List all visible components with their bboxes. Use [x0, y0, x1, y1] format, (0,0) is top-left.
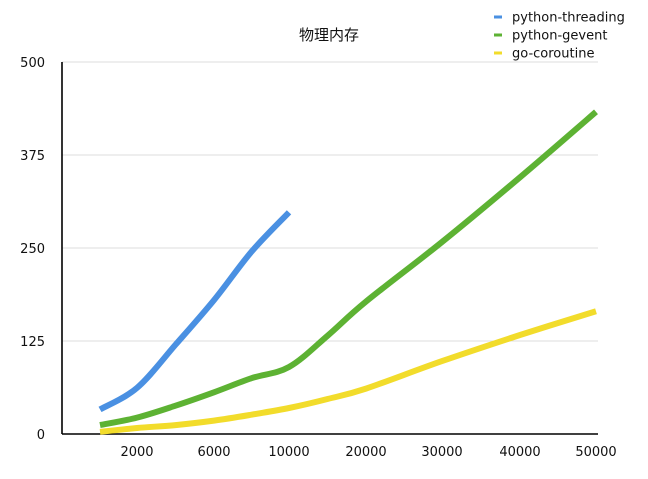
x-tick-label: 20000	[345, 445, 386, 460]
x-tick-label: 30000	[421, 445, 462, 460]
y-tick-label: 125	[20, 335, 45, 350]
legend: python-threading python-gevent go-coroutin…	[494, 11, 625, 62]
axes	[61, 62, 598, 435]
series-line-python-threading	[98, 210, 292, 413]
x-tick-label: 2000	[120, 445, 153, 460]
gridlines	[62, 61, 598, 342]
y-tick-label: 0	[37, 428, 45, 443]
x-tick-label: 40000	[499, 445, 540, 460]
x-tick-labels: 2000 6000 10000 20000 30000 40000 50000	[120, 445, 616, 460]
x-tick-label: 50000	[575, 445, 616, 460]
series-line-go-coroutine	[99, 308, 597, 435]
x-tick-label: 6000	[197, 445, 230, 460]
legend-label: python-threading	[512, 11, 625, 26]
chart-title: 物理内存	[299, 26, 359, 44]
x-tick-label: 10000	[268, 445, 309, 460]
legend-label: go-coroutine	[512, 47, 594, 62]
legend-label: python-gevent	[512, 29, 607, 44]
y-tick-label: 375	[20, 149, 45, 164]
y-tick-labels: 0 125 250 375 500	[20, 56, 45, 443]
y-tick-label: 500	[20, 56, 45, 71]
y-tick-label: 250	[20, 242, 45, 257]
series-lines	[98, 109, 598, 435]
series-line-python-gevent	[99, 109, 598, 429]
